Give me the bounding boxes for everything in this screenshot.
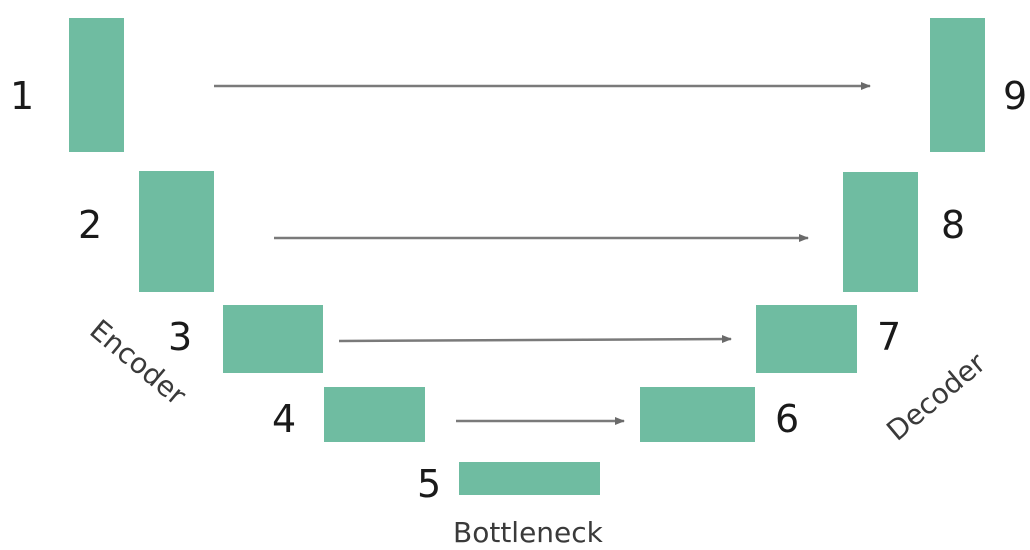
skip-arrow-3-7: [338, 335, 732, 344]
block-2-label: 2: [78, 203, 102, 247]
block-9: [930, 18, 985, 152]
block-6-label: 6: [775, 397, 799, 441]
block-1-label: 1: [10, 74, 34, 118]
block-4: [324, 387, 425, 442]
block-3-label: 3: [168, 315, 192, 359]
block-3: [223, 305, 323, 373]
decoder-label: Decoder: [880, 346, 992, 447]
block-2: [139, 171, 214, 292]
block-8-label: 8: [941, 203, 965, 247]
block-5: [459, 462, 600, 495]
block-8: [843, 172, 918, 292]
block-6: [640, 387, 755, 442]
block-9-label: 9: [1003, 74, 1027, 118]
block-1: [69, 18, 124, 152]
bottleneck-label: Bottleneck: [453, 516, 604, 549]
block-4-label: 4: [272, 397, 296, 441]
block-5-label: 5: [417, 462, 441, 506]
block-7: [756, 305, 857, 373]
block-7-label: 7: [877, 315, 901, 359]
